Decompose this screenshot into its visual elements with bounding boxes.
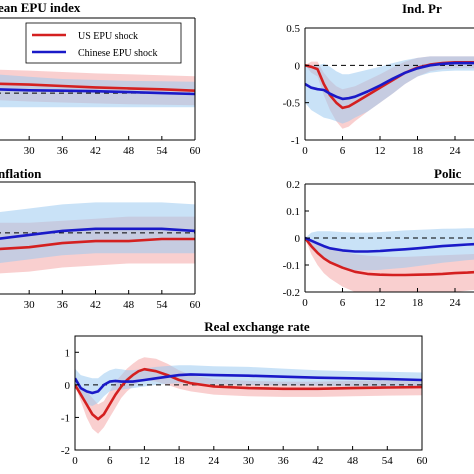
x-tick-label: 42 xyxy=(312,455,323,467)
panel-epu-index: ean EPU index 30 36 42 48 54 60 xyxy=(0,0,201,157)
y-tick-label: -0.2 xyxy=(283,287,300,299)
x-tick-label: 12 xyxy=(375,297,386,309)
series-line-chinese xyxy=(0,227,195,240)
plot-area xyxy=(0,69,195,108)
x-tick-label: 36 xyxy=(278,455,290,467)
panel-title-policy-rate: Polic xyxy=(434,166,462,181)
x-tick-label: 48 xyxy=(123,299,135,311)
panel-title-industrial-production: Ind. Pr xyxy=(402,1,442,16)
series-line-us xyxy=(0,237,195,251)
y-tick-label: -1 xyxy=(61,412,70,424)
confidence-band-chinese xyxy=(75,365,422,406)
panel-policy-rate: Polic 0 6 12 18 24 0.2 0.1 0 -0.1 -0.2 xyxy=(283,166,474,309)
series-line-us xyxy=(75,367,422,421)
y-tick-label: 0 xyxy=(295,233,301,245)
x-tick-label: 48 xyxy=(347,455,359,467)
legend-label-us: US EPU shock xyxy=(78,31,138,42)
x-tick-label: 0 xyxy=(302,145,308,157)
y-tick-label: 0 xyxy=(65,380,71,392)
legend-label-chinese: Chinese EPU shock xyxy=(78,48,157,59)
x-tick-label: 60 xyxy=(190,299,202,311)
x-tick-label: 48 xyxy=(123,145,135,157)
x-tick-label: 24 xyxy=(450,297,462,309)
y-tick-label: 1 xyxy=(65,347,71,359)
plot-area xyxy=(305,228,474,292)
x-tick-label: 24 xyxy=(450,145,462,157)
series-line-us xyxy=(0,82,195,92)
x-tick-label: 60 xyxy=(417,455,429,467)
series-line-chinese xyxy=(0,88,195,96)
x-tick-label: 30 xyxy=(24,299,36,311)
series-line-chinese xyxy=(305,61,474,101)
x-tick-label: 6 xyxy=(340,297,346,309)
x-tick-label: 0 xyxy=(72,455,78,467)
x-tick-label: 54 xyxy=(156,145,168,157)
y-tick-label: 0.1 xyxy=(286,206,300,218)
x-tick-label: 12 xyxy=(375,145,386,157)
y-tick-label: 0.5 xyxy=(286,23,300,35)
panel-title-real-exchange-rate: Real exchange rate xyxy=(204,319,310,334)
panel-inflation: nflation 30 36 42 48 54 60 xyxy=(0,166,201,311)
x-tick-label: 60 xyxy=(190,145,202,157)
plot-area xyxy=(0,202,195,274)
x-tick-label: 36 xyxy=(57,299,69,311)
x-tick-label: 30 xyxy=(243,455,255,467)
panel-real-exchange-rate: Real exchange rate 0 6 12 18 24 30 36 42 48 54 60 1… xyxy=(61,319,428,467)
x-tick-label: 42 xyxy=(90,299,101,311)
confidence-band-chinese xyxy=(305,56,474,124)
series-line-chinese xyxy=(305,236,474,253)
plot-area xyxy=(305,56,474,129)
y-tick-label: -0.5 xyxy=(283,98,301,110)
y-tick-label: -2 xyxy=(61,445,70,457)
x-tick-label: 12 xyxy=(139,455,150,467)
x-tick-label: 6 xyxy=(340,145,346,157)
x-tick-label: 30 xyxy=(24,145,36,157)
x-tick-label: 54 xyxy=(382,455,394,467)
panel-title-epu-index: ean EPU index xyxy=(0,0,81,15)
y-tick-label: -0.1 xyxy=(283,260,300,272)
y-tick-label: 0.2 xyxy=(286,179,300,191)
x-tick-label: 18 xyxy=(174,455,186,467)
series-line-us xyxy=(305,237,474,277)
x-tick-label: 54 xyxy=(156,299,168,311)
x-tick-label: 36 xyxy=(57,145,69,157)
x-tick-label: 18 xyxy=(412,297,424,309)
plot-area xyxy=(75,357,422,434)
series-line-chinese xyxy=(75,373,422,395)
legend: US EPU shock Chinese EPU shock xyxy=(25,22,182,64)
panel-title-inflation: nflation xyxy=(0,166,42,181)
x-tick-label: 24 xyxy=(208,455,220,467)
x-tick-label: 18 xyxy=(412,145,424,157)
y-tick-label: 0 xyxy=(295,60,301,72)
x-tick-label: 6 xyxy=(107,455,113,467)
panel-industrial-production: Ind. Pr 0 6 12 18 24 0.5 0 -0.5 -1 xyxy=(283,1,474,157)
y-tick-label: -1 xyxy=(291,135,300,147)
legend-box xyxy=(25,22,182,64)
x-tick-label: 0 xyxy=(302,297,308,309)
x-tick-label: 42 xyxy=(90,145,101,157)
